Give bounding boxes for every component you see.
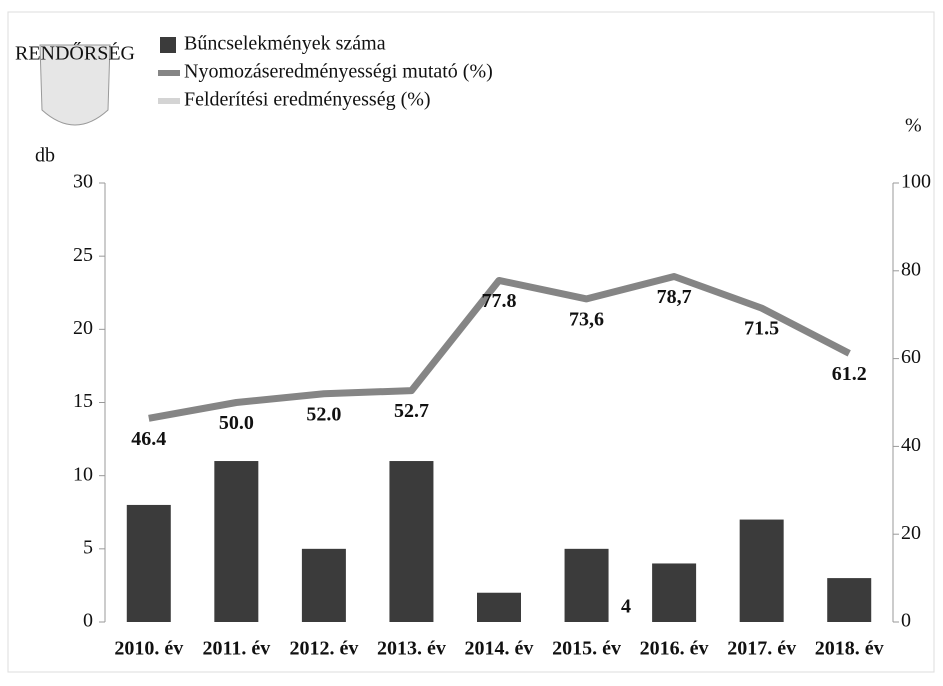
x-tick-label: 2011. év <box>202 638 270 660</box>
x-tick-label: 2017. év <box>727 638 796 660</box>
y-tick-label: 20 <box>73 317 93 339</box>
x-tick-label: 2013. év <box>377 638 446 660</box>
data-label: 50.0 <box>219 412 254 434</box>
data-label: 52.7 <box>394 400 429 422</box>
x-tick-label: 2010. év <box>114 638 183 660</box>
data-label: 52.0 <box>306 403 341 425</box>
y2-tick-label: 80 <box>901 258 921 280</box>
legend-label: Nyomozáseredményességi mutató (%) <box>184 61 493 83</box>
y-tick-label: 10 <box>73 463 93 485</box>
bar <box>214 461 259 622</box>
data-label: 46.4 <box>131 428 166 450</box>
y2-tick-label: 0 <box>901 610 911 632</box>
bar <box>827 578 872 622</box>
bar <box>739 519 784 622</box>
x-tick-label: 2016. év <box>640 638 709 660</box>
bar <box>477 592 521 622</box>
x-tick-label: 2014. év <box>465 638 534 660</box>
annotation: 4 <box>621 596 631 618</box>
legend-label: Felderítési eredményesség (%) <box>184 89 431 111</box>
y2-tick-label: 100 <box>901 171 931 193</box>
y-axis-label: db <box>35 145 55 167</box>
logo-shield <box>39 44 111 126</box>
y2-tick-label: 40 <box>901 434 921 456</box>
bar <box>564 548 609 622</box>
x-tick-label: 2018. év <box>815 638 884 660</box>
y-tick-label: 5 <box>83 536 93 558</box>
bar <box>389 461 434 622</box>
logo-text: RENDŐRSÉG <box>15 41 135 65</box>
line <box>148 273 851 422</box>
frame <box>7 11 935 673</box>
bar <box>301 548 346 622</box>
legend-label: Bűncselekmények száma <box>184 33 386 55</box>
x-tick-label: 2012. év <box>289 638 358 660</box>
legend-swatch <box>160 37 176 53</box>
y-tick-label: 30 <box>73 171 93 193</box>
y-tick-label: 25 <box>73 244 93 266</box>
y-tick-label: 0 <box>83 610 93 632</box>
logo: RENDŐRSÉG <box>15 41 135 126</box>
data-label: 73,6 <box>569 308 604 330</box>
y2-axis-label: % <box>905 115 922 137</box>
y2-tick-label: 60 <box>901 346 921 368</box>
data-label: 61.2 <box>832 363 867 385</box>
bar <box>126 504 171 622</box>
bar <box>652 563 697 622</box>
y2-tick-label: 20 <box>901 522 921 544</box>
data-label: 78,7 <box>657 286 692 308</box>
data-label: 71.5 <box>744 318 779 340</box>
data-label: 77.8 <box>482 290 517 312</box>
y-tick-label: 15 <box>73 390 93 412</box>
x-tick-label: 2015. év <box>552 638 621 660</box>
